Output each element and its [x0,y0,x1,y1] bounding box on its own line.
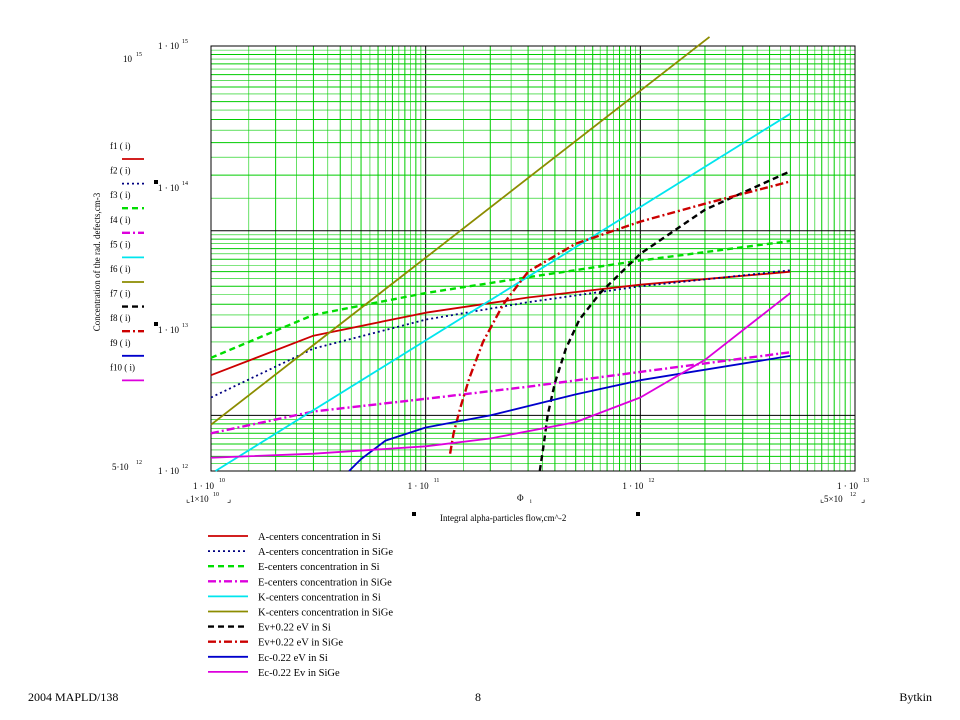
chart-legend: A-centers concentration in Si A-centers c… [208,532,393,679]
series-line-9 [348,355,791,472]
legend-label-8: Ev+0.22 eV in SiGe [258,638,343,649]
series-line-1 [210,270,791,377]
legend-label-6: K-centers concentration in SiGe [258,608,393,619]
y-range-top-exp: 15 [136,52,142,58]
series-line-10 [210,292,791,459]
series-function-labels: f1 ( i) f2 ( i) f3 ( i) f4 ( i) f5 ( i) f6 ( … [110,141,144,382]
series-line-3 [210,239,791,359]
legend-label-9: Ec-0.22 eV in Si [258,653,328,664]
x-range-right-mark: ⌞ [820,494,824,504]
x-range-right-exp: 12 [850,492,856,498]
x-tick-label-4: 1 · 10 [837,481,858,491]
y-tick-exponent-2: 13 [182,323,188,329]
y-tick-exponent-4: 15 [182,39,188,45]
series-line-8 [448,180,791,454]
y-marker-1 [154,180,158,184]
legend-label-10: Ec-0.22 Ev in SiGe [258,668,340,679]
y-tick-label-4: 1 · 10 [158,41,179,51]
series-line-5 [215,112,791,472]
y-axis-title: Concentration of the rad. defects,cm-3 [92,192,102,331]
function-label-9: f9 ( i) [110,338,131,348]
function-label-6: f6 ( i) [110,264,131,274]
legend-label-3: E-centers concentration in Si [258,562,380,573]
x-range-right-label: 5×10 [824,494,843,504]
legend-label-7: Ev+0.22 eV in Si [258,623,331,634]
function-label-5: f5 ( i) [110,239,131,249]
function-label-8: f8 ( i) [110,313,131,323]
x-variable-subscript: i [530,499,532,505]
x-variable-label: Φ [517,493,524,503]
x-range-left-mark-end: ⌟ [227,494,231,504]
legend-label-4: E-centers concentration in SiGe [258,577,392,588]
y-tick-labels: 1 · 10 121 · 10 131 · 10 141 · 10 15 [158,39,188,476]
x-range-left-exp: 10 [213,492,219,498]
y-tick-label-1: 1 · 10 [158,466,179,476]
function-label-1: f1 ( i) [110,141,131,151]
y-tick-label-2: 1 · 10 [158,325,179,335]
y-range-bottom-label: 5·10 [112,462,129,472]
x-tick-labels: 1 · 10 10 1 · 10 11 1 · 10 12 1 · 10 13 [193,478,869,491]
y-tick-exponent-3: 14 [182,181,188,187]
footer-conference: 2004 MAPLD/138 [28,690,119,704]
x-tick-exponent-3: 12 [648,478,654,484]
footer-page-number: 8 [475,690,481,704]
y-range-bottom-exp: 12 [136,460,142,466]
x-tick-label-3: 1 · 10 [622,481,643,491]
x-range-left-mark: ⌞ [186,494,190,504]
y-tick-label-3: 1 · 10 [158,183,179,193]
function-label-3: f3 ( i) [110,190,131,200]
legend-label-5: K-centers concentration in Si [258,592,381,603]
chart-grid [211,46,855,471]
x-tick-exponent-1: 10 [219,478,225,484]
series-line-4 [210,351,791,435]
x-tick-exponent-2: 11 [434,478,440,484]
footer-author: Bytkin [899,690,932,704]
plot-area-frame [210,45,856,472]
y-tick-exponent-1: 12 [182,464,188,470]
function-label-4: f4 ( i) [110,215,131,225]
legend-label-2: A-centers concentration in SiGe [258,547,393,558]
function-label-2: f2 ( i) [110,166,131,176]
x-tick-label-2: 1 · 10 [408,481,429,491]
x-range-right-mark-end: ⌟ [861,494,865,504]
x-axis-title: Integral alpha-particles flow,cm^-2 [440,513,566,523]
legend-label-1: A-centers concentration in Si [258,532,381,543]
x-marker-1 [412,512,416,516]
chart-series-group [210,36,791,472]
series-line-2 [210,269,791,399]
y-marker-2 [154,322,158,326]
series-line-6 [210,36,711,426]
x-marker-2 [636,512,640,516]
x-tick-label-1: 1 · 10 [193,481,214,491]
y-range-top-label: 10 [123,54,133,64]
x-tick-exponent-4: 13 [863,478,869,484]
series-line-7 [538,170,791,472]
function-label-10: f10 ( i) [110,362,135,372]
function-label-7: f7 ( i) [110,289,131,299]
x-range-left-label: 1×10 [190,494,209,504]
